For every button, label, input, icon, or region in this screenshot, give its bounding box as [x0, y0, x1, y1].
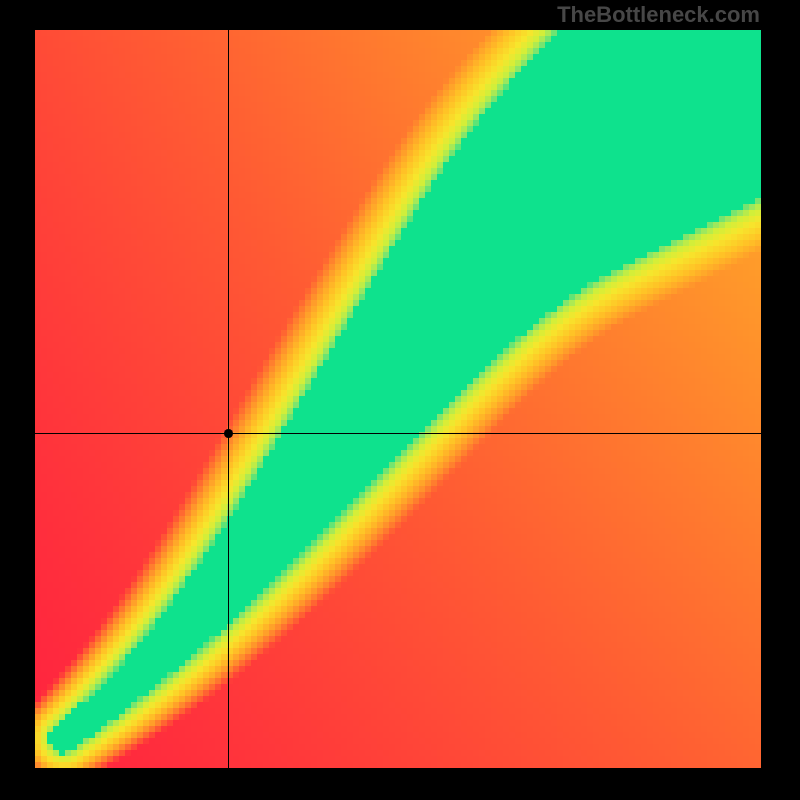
attribution-watermark: TheBottleneck.com: [557, 2, 760, 28]
chart-frame: TheBottleneck.com: [0, 0, 800, 800]
bottleneck-heatmap-canvas: [0, 0, 800, 800]
